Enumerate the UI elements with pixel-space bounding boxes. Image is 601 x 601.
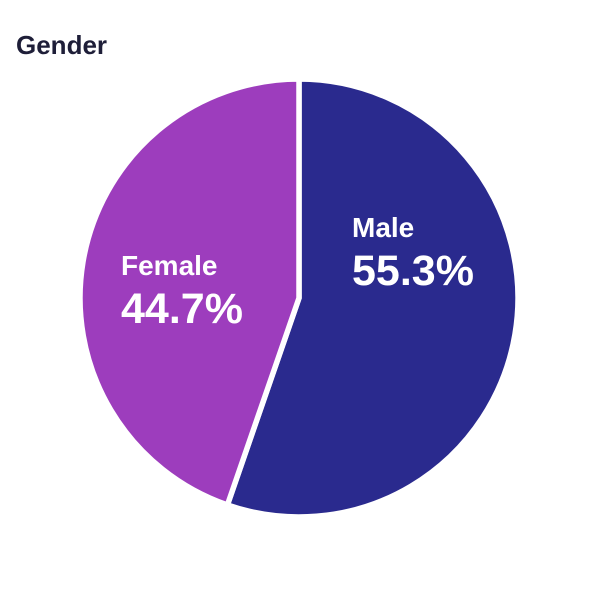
chart-title: Gender [16,30,108,60]
pie-slice-female [77,76,302,509]
